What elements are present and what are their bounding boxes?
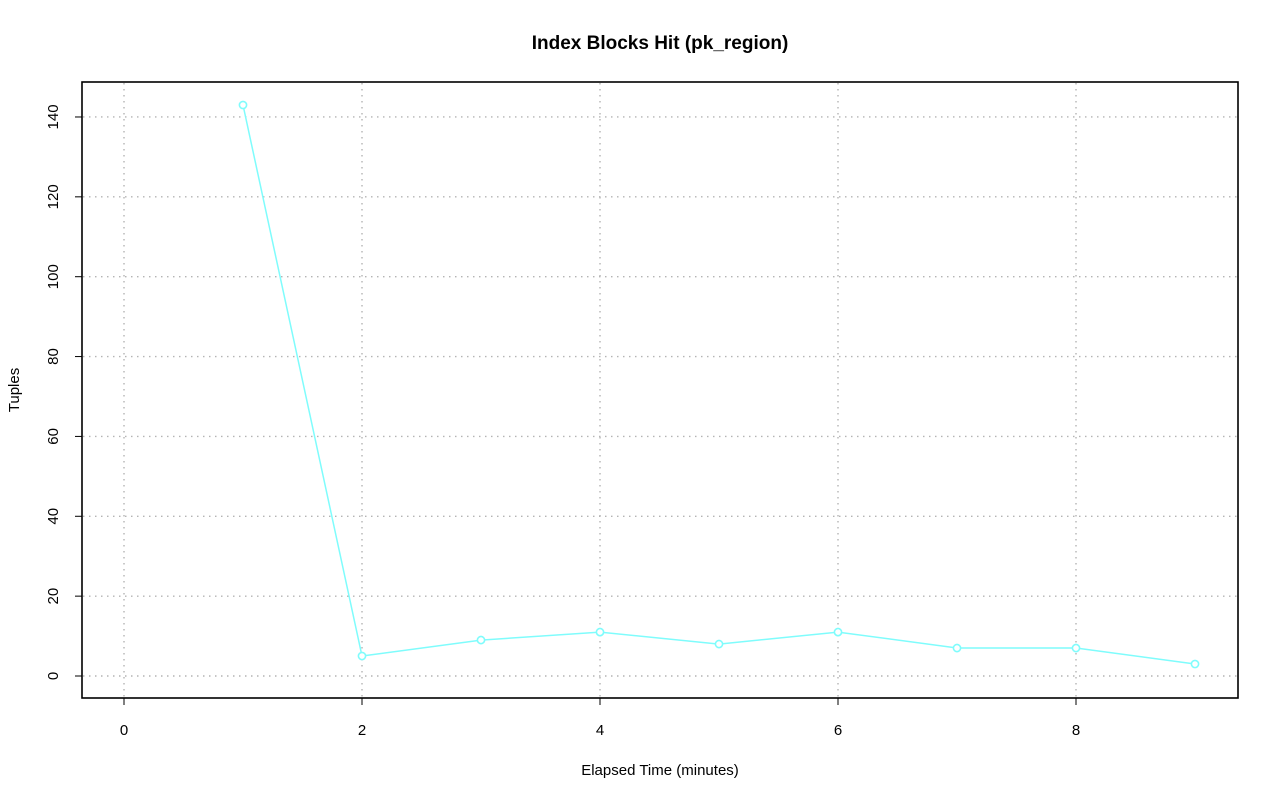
y-axis-label: Tuples [6, 368, 23, 412]
series-line [242, 104, 1196, 665]
plot-frame [81, 81, 1239, 699]
data-point [833, 627, 843, 637]
data-point [1071, 643, 1081, 653]
data-point [238, 100, 248, 110]
data-point [952, 643, 962, 653]
x-tick-label: 6 [834, 722, 842, 739]
data-point [357, 651, 367, 661]
x-tick-label: 0 [120, 722, 128, 739]
x-tick-label: 8 [1072, 722, 1080, 739]
y-axis: 0 20 40 60 80 100 120 140 [45, 104, 83, 680]
y-tick-label: 140 [45, 104, 62, 129]
y-tick-label: 40 [45, 508, 62, 525]
x-axis-label: Elapsed Time (minutes) [581, 762, 739, 779]
x-tick-label: 2 [358, 722, 366, 739]
data-point [476, 635, 486, 645]
y-tick-label: 80 [45, 348, 62, 365]
x-axis: 0 2 4 6 8 [120, 697, 1080, 739]
y-tick-label: 120 [45, 184, 62, 209]
x-tick-label: 4 [596, 722, 604, 739]
data-point [714, 639, 724, 649]
y-tick-label: 60 [45, 428, 62, 445]
y-tick-label: 100 [45, 264, 62, 289]
chart-title: Index Blocks Hit (pk_region) [532, 33, 789, 54]
data-point [1190, 659, 1200, 669]
data-point [595, 627, 605, 637]
series-layer [238, 100, 1200, 669]
y-tick-label: 20 [45, 588, 62, 605]
grid [83, 83, 1237, 697]
y-tick-label: 0 [45, 672, 62, 680]
